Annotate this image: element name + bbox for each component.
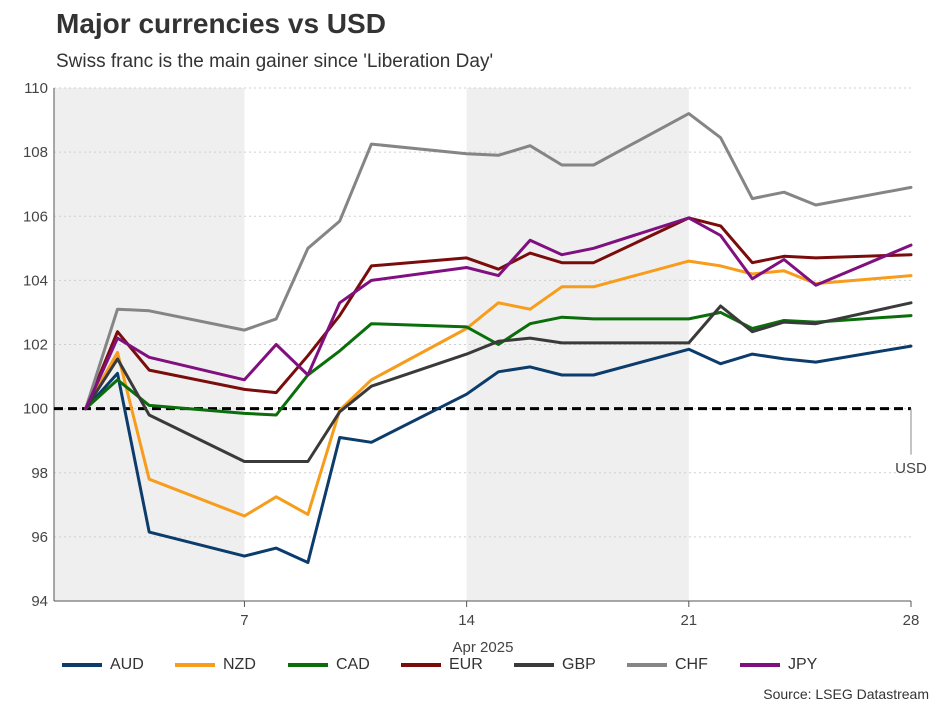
x-axis-label: Apr 2025 — [453, 639, 514, 656]
x-tick-label-28: 28 — [903, 612, 920, 629]
legend-label-cad: CAD — [336, 656, 370, 673]
x-tick-label-21: 21 — [680, 612, 697, 629]
y-tick-label-98: 98 — [31, 465, 48, 482]
legend-label-jpy: JPY — [788, 656, 818, 673]
legend-item-gbp: GBP — [514, 656, 627, 674]
series-line-cad — [84, 310, 913, 417]
legend-swatch-chf — [627, 663, 667, 667]
y-tick-label-102: 102 — [23, 337, 48, 354]
legend-item-chf: CHF — [627, 656, 740, 674]
gridlines: 94 96 98 100 102 104 106 108 110 — [23, 80, 911, 610]
series-line-gbp — [84, 301, 913, 463]
x-tick-label-14: 14 — [458, 612, 475, 629]
y-tick-label-110: 110 — [24, 80, 48, 97]
legend-label-eur: EUR — [449, 656, 483, 673]
chart-title: Major currencies vs USD — [56, 8, 386, 39]
series-line-jpy — [84, 216, 913, 411]
axes: 7 14 21 28 — [53, 88, 920, 629]
series-line-chf — [84, 112, 913, 411]
legend-item-eur: EUR — [401, 656, 514, 674]
x-tick-label-7: 7 — [240, 612, 248, 629]
series-lines — [84, 112, 913, 564]
legend: AUD NZD CAD EUR GBP CHF JPY — [62, 656, 853, 674]
series-line-aud — [84, 344, 913, 564]
legend-swatch-cad — [288, 663, 328, 667]
series-line-nzd — [84, 259, 913, 518]
legend-item-jpy: JPY — [740, 656, 853, 674]
legend-swatch-aud — [62, 663, 102, 667]
shaded-region-1 — [466, 88, 689, 601]
legend-swatch-gbp — [514, 663, 554, 667]
y-tick-label-96: 96 — [31, 529, 48, 546]
legend-swatch-eur — [401, 663, 441, 667]
legend-label-nzd: NZD — [223, 656, 256, 673]
series-line-eur — [84, 216, 913, 411]
legend-swatch-nzd — [175, 663, 215, 667]
legend-item-aud: AUD — [62, 656, 175, 674]
legend-label-gbp: GBP — [562, 656, 596, 673]
chart-subtitle: Swiss franc is the main gainer since 'Li… — [56, 51, 494, 72]
source-note: Source: LSEG Datastream — [763, 686, 929, 702]
legend-label-chf: CHF — [675, 656, 708, 673]
y-tick-label-104: 104 — [23, 272, 48, 289]
legend-label-aud: AUD — [110, 656, 144, 673]
y-tick-label-106: 106 — [23, 208, 48, 225]
reference-line-label: USD — [895, 460, 927, 477]
y-tick-label-94: 94 — [31, 593, 48, 610]
legend-item-nzd: NZD — [175, 656, 288, 674]
y-tick-label-100: 100 — [23, 401, 48, 418]
legend-swatch-jpy — [740, 663, 780, 667]
y-tick-label-108: 108 — [23, 144, 48, 161]
legend-item-cad: CAD — [288, 656, 401, 674]
